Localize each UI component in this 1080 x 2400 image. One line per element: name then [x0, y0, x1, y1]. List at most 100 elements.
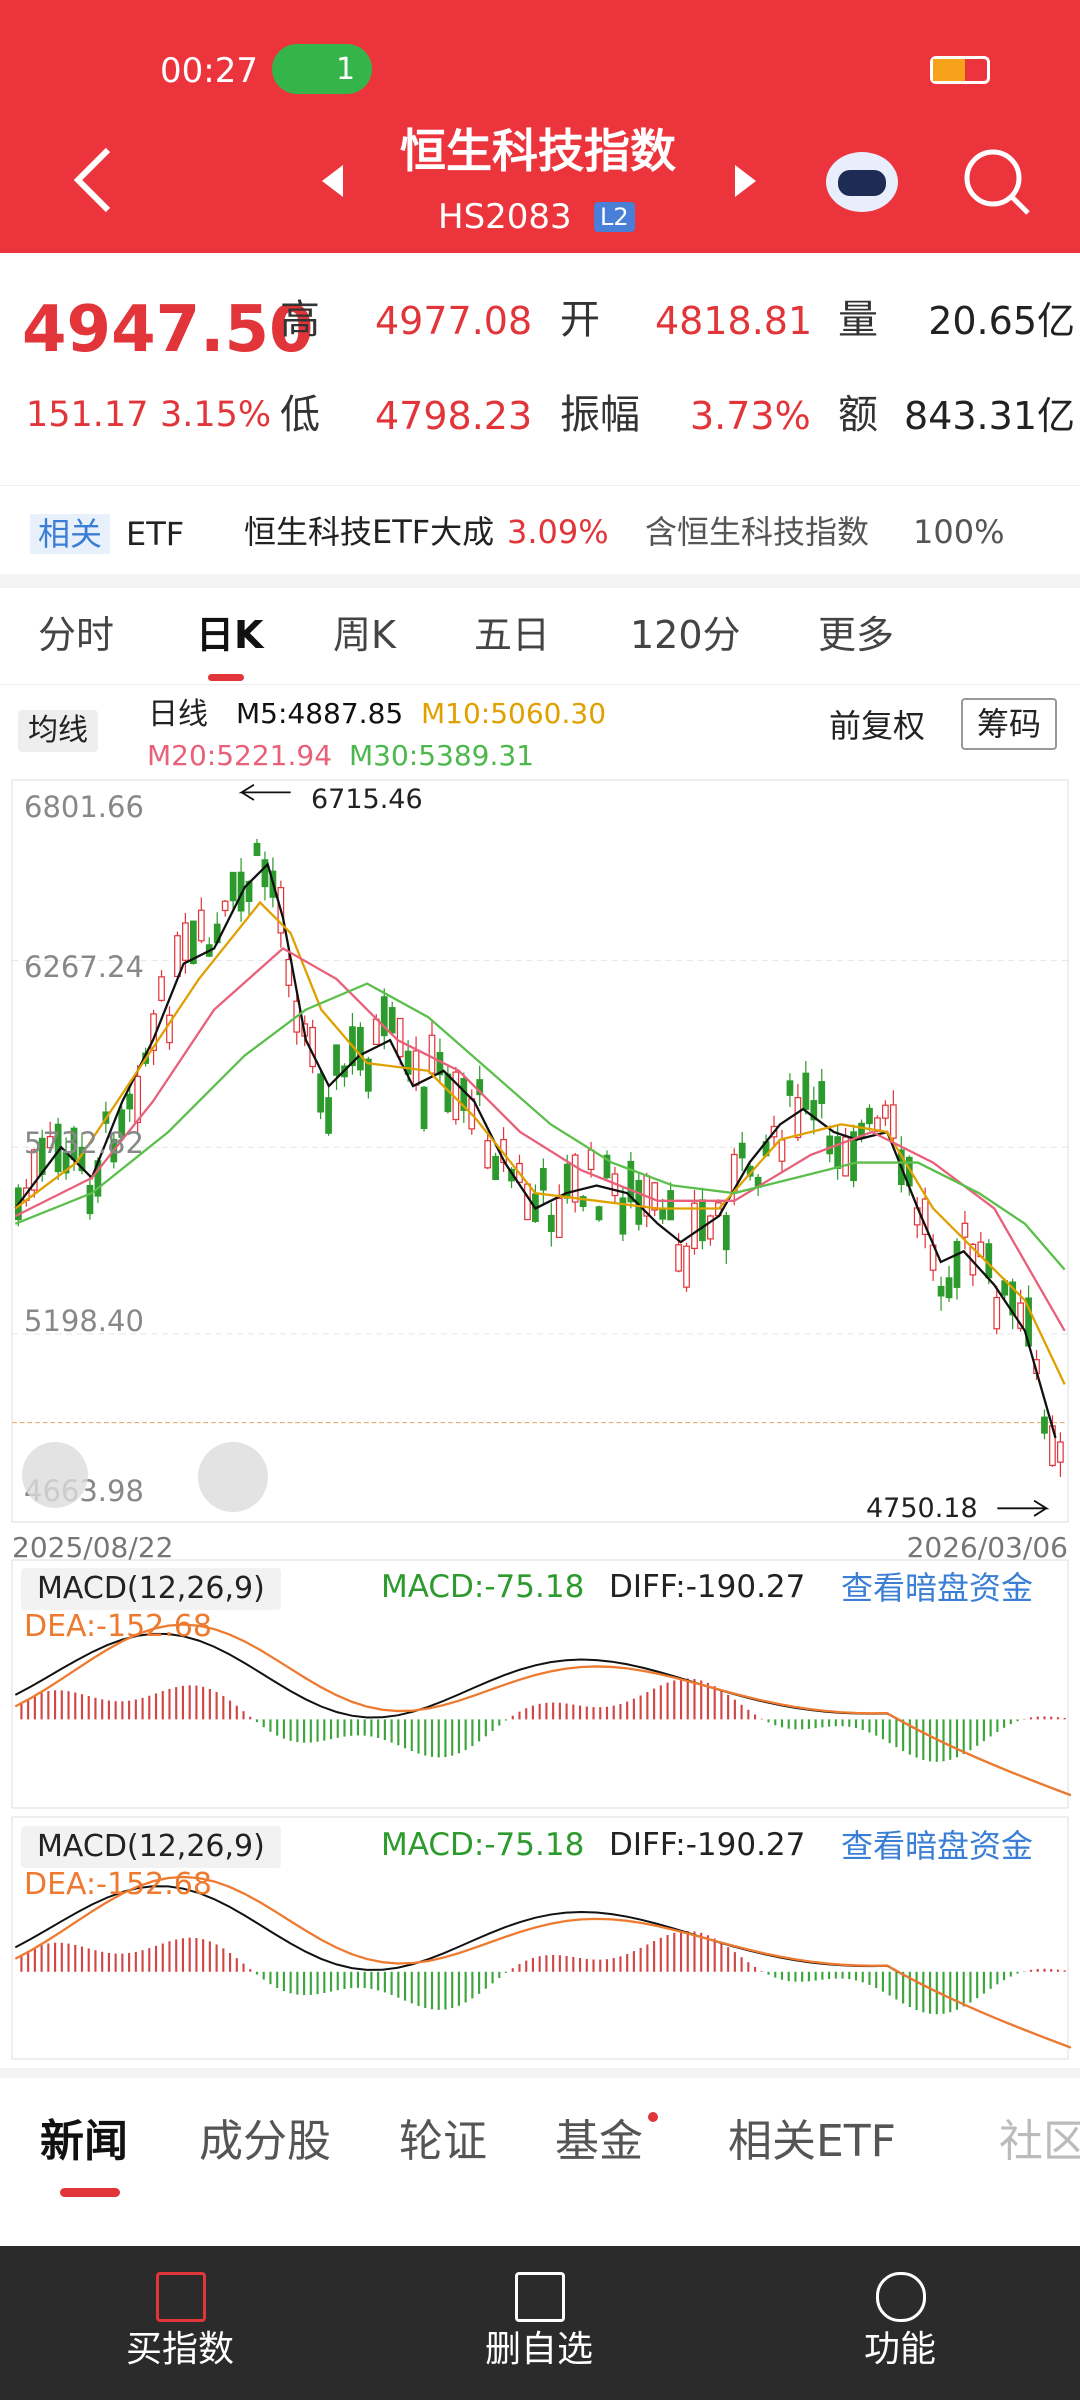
footer-icon[interactable]: [876, 2272, 926, 2322]
end-date: 2026/03/06: [906, 1531, 1068, 1564]
info-tab[interactable]: 成分股: [199, 2116, 331, 2167]
macd-selector[interactable]: MACD(12,26,9): [21, 1568, 281, 1610]
tab-underline: [208, 674, 244, 681]
period-tab[interactable]: 五日: [474, 613, 551, 657]
ma30: M30:5389.31: [349, 739, 535, 772]
macd-value: MACD:-75.18: [381, 1827, 585, 1863]
ma5: M5:4887.85: [236, 697, 404, 730]
candle-body: [802, 1072, 810, 1110]
macd-value: MACD:-75.18: [381, 1569, 585, 1605]
field-value: 4818.81: [655, 299, 813, 343]
candle-body: [579, 1196, 587, 1208]
candle-body: [738, 1142, 746, 1159]
candle-body: [961, 1222, 969, 1238]
back-button[interactable]: [73, 147, 111, 213]
header-icons: [73, 147, 1030, 215]
divider: [0, 485, 1080, 486]
dea-value: DEA:-152.68: [24, 1867, 212, 1902]
info-tab[interactable]: 基金: [555, 2116, 643, 2167]
low-label: 4750.18: [866, 1493, 978, 1524]
status-time: 00:27: [160, 51, 258, 91]
period-tab[interactable]: 120分: [630, 613, 741, 657]
footer-icon[interactable]: [156, 2272, 206, 2322]
chips-button[interactable]: 筹码: [961, 698, 1058, 750]
info-tab[interactable]: 社区: [999, 2116, 1080, 2167]
candle-body: [118, 1109, 126, 1138]
candle-body: [945, 1277, 953, 1299]
field-value: 4977.08: [375, 299, 533, 343]
prev-button[interactable]: [322, 165, 343, 197]
candle-body: [189, 920, 197, 965]
candle-body: [675, 1244, 682, 1272]
field-label: 开: [560, 297, 600, 343]
footer-icon[interactable]: [515, 2272, 565, 2322]
candle-body: [524, 1183, 531, 1221]
field-value: 20.65亿: [928, 299, 1075, 343]
candle-body: [619, 1197, 627, 1235]
dark-pool-link[interactable]: 查看暗盘资金: [841, 1827, 1034, 1865]
field-value: 843.31亿: [904, 394, 1075, 438]
info-tab[interactable]: 轮证: [399, 2116, 487, 2167]
candle-body: [571, 1154, 579, 1203]
title: 恒生科技指数: [400, 124, 676, 178]
footer-action[interactable]: 功能: [863, 2329, 936, 2370]
candle-body: [325, 1097, 332, 1134]
info-tab[interactable]: 相关ETF: [728, 2116, 896, 2167]
candle-body: [818, 1081, 826, 1105]
chart-area: [11, 779, 1072, 2060]
macd-selector[interactable]: MACD(12,26,9): [21, 1826, 281, 1868]
candle-body: [889, 1104, 897, 1139]
macd-frame-1: [11, 1559, 1069, 1809]
adjust[interactable]: 前复权: [829, 707, 926, 745]
candle-body: [380, 996, 388, 1037]
high-label: 6715.46: [311, 784, 423, 815]
fullscreen-button[interactable]: [198, 1442, 268, 1512]
next-button[interactable]: [735, 165, 756, 197]
diff-value: DIFF:-190.27: [609, 1569, 806, 1605]
search-icon[interactable]: [964, 149, 1022, 207]
candle-body: [539, 1168, 547, 1191]
candle-body: [722, 1214, 730, 1251]
expand-button[interactable]: [22, 1442, 88, 1508]
dark-pool-link[interactable]: 查看暗盘资金: [841, 1569, 1034, 1607]
etf-weight: 100%: [913, 513, 1005, 551]
period-tab[interactable]: 更多: [818, 613, 895, 657]
dea-line: [14, 1623, 1072, 1797]
candle-body: [953, 1240, 961, 1288]
dea-line: [14, 1875, 1072, 2049]
section-gap: [0, 574, 1080, 588]
candle-body: [261, 859, 269, 888]
candle-body: [484, 1140, 492, 1169]
candle-body: [476, 1079, 484, 1096]
candle-body: [158, 976, 165, 1001]
period-tab[interactable]: 周K: [333, 613, 396, 657]
candle-body: [46, 1135, 54, 1149]
candle-body: [197, 909, 205, 942]
fund-dot: [648, 2112, 658, 2122]
y-tick-label: 6801.66: [24, 790, 144, 824]
candle-body: [86, 1184, 94, 1215]
candle-body: [420, 1086, 428, 1130]
candle-body: [810, 1100, 818, 1121]
period-tab[interactable]: 分时: [38, 613, 115, 657]
candle-body: [937, 1285, 945, 1297]
candle-body: [285, 958, 293, 986]
candle-body: [396, 1017, 404, 1058]
diff-value: DIFF:-190.27: [609, 1827, 806, 1863]
candle-body: [428, 1034, 436, 1074]
candle-body: [659, 1209, 667, 1220]
news-underline: [60, 2188, 120, 2197]
footer-action[interactable]: 删自选: [484, 2329, 593, 2370]
ma-kind-button[interactable]: 均线: [18, 710, 98, 752]
low-arrow: [997, 1499, 1050, 1517]
footer-action[interactable]: 买指数: [125, 2329, 234, 2370]
candle-body: [707, 1215, 714, 1240]
candle-body: [182, 922, 189, 961]
etf-desc: 含恒生科技指数: [645, 513, 870, 551]
candle-body: [627, 1160, 635, 1203]
candle-body: [1041, 1416, 1048, 1434]
candle-body: [253, 842, 261, 857]
period-tab[interactable]: 日K: [196, 613, 264, 657]
info-tab[interactable]: 新闻: [40, 2116, 128, 2167]
